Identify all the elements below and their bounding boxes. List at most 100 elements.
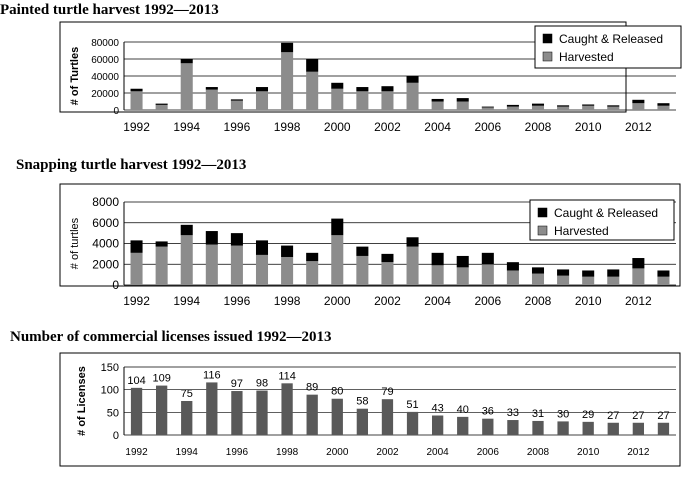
licenses-chart-title: Number of commercial licenses issued 199… <box>10 329 332 345</box>
bar-caught-released-2006 <box>481 252 494 265</box>
bar-harvested-2000 <box>331 235 344 285</box>
data-label: 36 <box>482 406 494 418</box>
y-tick-label: 20000 <box>91 89 119 100</box>
y-tick-label: 80000 <box>91 38 119 49</box>
x-tick-label: 2010 <box>575 120 602 134</box>
x-tick-label: 2002 <box>374 120 401 134</box>
bar-caught-released-2004 <box>431 252 444 266</box>
data-label: 31 <box>532 408 544 420</box>
bar-harvested-1998 <box>281 52 294 110</box>
y-tick-label: 60000 <box>91 55 119 66</box>
data-label: 43 <box>432 403 444 415</box>
x-tick-label: 2010 <box>577 447 600 458</box>
y-tick-label: 0 <box>113 430 119 442</box>
bar-licenses-1994 <box>181 401 193 435</box>
bar-caught-released-1992 <box>130 240 143 253</box>
bar-licenses-1995 <box>206 382 218 435</box>
x-tick-label: 2006 <box>474 120 501 134</box>
bar-licenses-2008 <box>532 420 544 435</box>
bar-caught-released-2010 <box>582 104 595 106</box>
bar-caught-released-2000 <box>331 82 344 89</box>
x-tick-label: 2008 <box>525 294 552 308</box>
y-tick-label: 2000 <box>92 257 119 271</box>
bar-licenses-1998 <box>281 383 293 435</box>
bar-harvested-1996 <box>230 100 243 110</box>
data-label: 89 <box>306 382 318 394</box>
x-tick-label: 1996 <box>224 294 251 308</box>
bar-harvested-2003 <box>406 246 419 285</box>
bar-harvested-2012 <box>632 103 645 110</box>
data-label: 51 <box>406 399 418 411</box>
bar-caught-released-2005 <box>456 255 469 268</box>
bar-harvested-2011 <box>607 106 620 110</box>
bar-caught-released-2010 <box>582 270 595 277</box>
x-tick-label: 2006 <box>477 447 500 458</box>
bar-harvested-2003 <box>406 82 419 110</box>
x-tick-label: 2000 <box>324 294 351 308</box>
bar-harvested-2013 <box>657 276 670 285</box>
painted-turtle-chart-title: Painted turtle harvest 1992—2013 <box>0 2 219 18</box>
bar-caught-released-2012 <box>632 258 645 269</box>
bar-harvested-2011 <box>607 276 620 285</box>
data-label: 75 <box>181 388 193 400</box>
chart-border <box>59 183 681 287</box>
bar-caught-released-2007 <box>506 104 519 107</box>
legend-label: Caught & Released <box>554 206 658 220</box>
bar-caught-released-1995 <box>205 231 218 245</box>
bar-harvested-2006 <box>481 264 494 285</box>
y-tick-label: 4000 <box>92 237 119 251</box>
data-label: 27 <box>607 410 619 422</box>
x-tick-label: 2000 <box>326 447 349 458</box>
legend-box <box>534 25 682 69</box>
bar-caught-released-1998 <box>281 42 294 53</box>
x-tick-label: 1992 <box>123 120 150 134</box>
bar-caught-released-1996 <box>230 233 243 246</box>
bar-harvested-1998 <box>281 256 294 285</box>
bar-harvested-2012 <box>632 268 645 285</box>
bar-harvested-2002 <box>381 91 394 110</box>
legend-swatch <box>542 51 553 62</box>
bar-caught-released-2002 <box>381 253 394 263</box>
y-tick-label: 0 <box>112 278 119 292</box>
x-tick-label: 2010 <box>575 294 602 308</box>
x-tick-label: 2012 <box>625 294 652 308</box>
bar-caught-released-1998 <box>281 245 294 257</box>
data-label: 30 <box>557 408 569 420</box>
bar-caught-released-2001 <box>356 246 369 256</box>
bar-caught-released-2009 <box>557 269 570 276</box>
data-label: 104 <box>127 375 145 387</box>
y-tick-label: 6000 <box>92 216 119 230</box>
x-tick-label: 2008 <box>525 120 552 134</box>
bar-harvested-2006 <box>481 107 494 110</box>
x-tick-label: 2012 <box>627 447 650 458</box>
x-tick-label: 1994 <box>176 447 199 458</box>
bar-harvested-1995 <box>205 89 218 110</box>
bar-harvested-2008 <box>531 273 545 285</box>
bar-caught-released-1995 <box>205 87 218 90</box>
x-tick-label: 1998 <box>274 120 301 134</box>
bar-caught-released-1993 <box>155 241 168 247</box>
x-tick-label: 1994 <box>173 294 200 308</box>
y-axis-label: # of turtles <box>69 217 81 269</box>
bar-harvested-2005 <box>456 267 469 285</box>
x-tick-label: 1998 <box>274 294 301 308</box>
bar-licenses-2007 <box>507 420 519 435</box>
bar-licenses-1997 <box>256 390 268 435</box>
x-tick-label: 2004 <box>424 294 451 308</box>
x-tick-label: 1992 <box>125 447 148 458</box>
bar-harvested-1997 <box>255 91 269 110</box>
bar-caught-released-1993 <box>155 103 168 105</box>
bar-caught-released-2004 <box>431 98 444 102</box>
bar-harvested-2001 <box>356 255 369 285</box>
bar-caught-released-2013 <box>657 270 670 277</box>
bar-licenses-1999 <box>306 394 318 435</box>
x-tick-label: 1996 <box>226 447 249 458</box>
data-label: 79 <box>381 386 393 398</box>
bar-caught-released-1999 <box>306 59 319 72</box>
bar-harvested-2009 <box>557 106 570 110</box>
bar-licenses-2012 <box>632 422 645 435</box>
x-tick-label: 1998 <box>276 447 299 458</box>
data-label: 116 <box>203 369 221 381</box>
